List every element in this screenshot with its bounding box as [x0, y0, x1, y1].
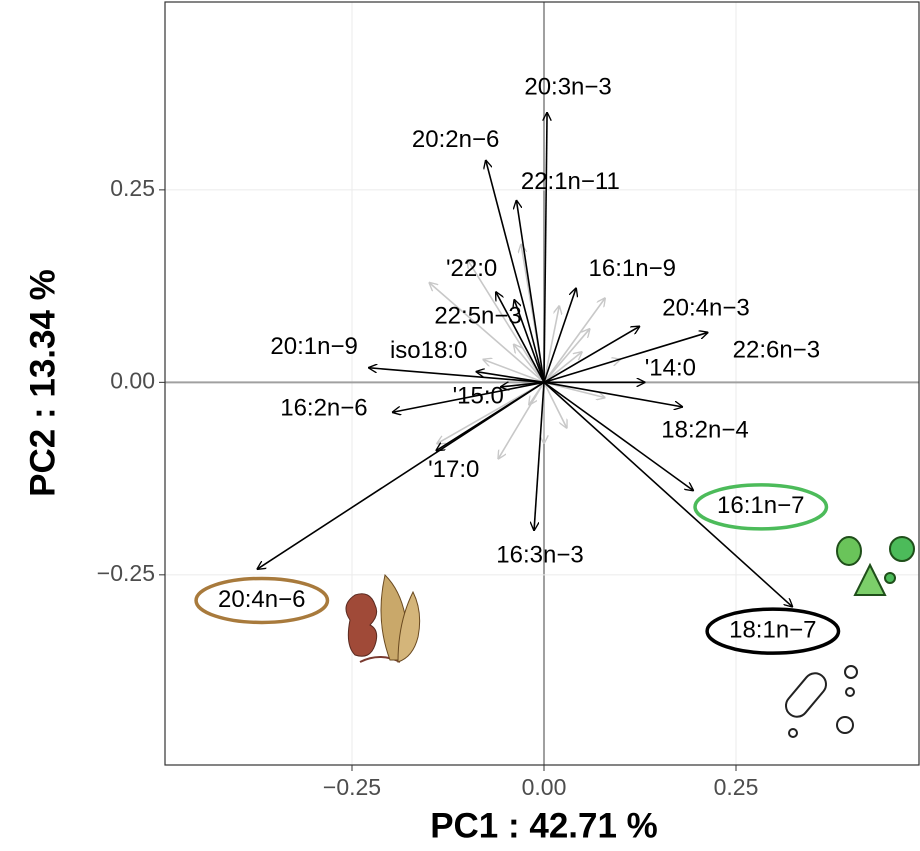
bacteria-icon — [785, 665, 858, 738]
algae-icon — [345, 574, 421, 663]
y-tick-label: −0.25 — [97, 560, 155, 586]
arrows — [257, 112, 793, 607]
loading-arrow — [514, 299, 545, 383]
labels: 20:3n−3 20:2n−6 22:1n−11 '22:0 22:5n−3 16:1n−… — [194, 73, 841, 655]
loading-arrow — [500, 382, 545, 387]
minor-loading-arrow — [436, 381, 545, 444]
loading-label: 20:4n−6 — [218, 586, 305, 613]
loading-label: 22:6n−3 — [733, 337, 820, 364]
loading-arrow — [543, 332, 708, 384]
loading-label: '14:0 — [645, 355, 696, 382]
minor-loading-arrow — [543, 381, 568, 428]
loading-label: 16:3n−3 — [496, 541, 583, 568]
loading-label: '17:0 — [428, 456, 479, 483]
x-axis-title: PC1 : 42.71 % — [430, 806, 658, 845]
loading-label: iso18:0 — [390, 337, 467, 364]
loading-label: 20:1n−9 — [270, 333, 357, 360]
highlight-ellipse — [693, 483, 829, 531]
loading-arrow — [486, 160, 545, 383]
minor-loading-arrow — [543, 305, 559, 383]
loading-arrow — [543, 326, 640, 384]
minor-loading-arrow — [483, 359, 545, 384]
loading-label: 22:1n−11 — [521, 168, 620, 195]
loading-arrow — [496, 291, 545, 383]
loading-label: 20:4n−3 — [662, 294, 749, 321]
x-tick-label: −0.25 — [323, 774, 381, 800]
loading-label: 16:1n−7 — [717, 492, 804, 519]
loading-label: 18:2n−4 — [661, 416, 748, 443]
loading-arrow — [543, 381, 683, 407]
loading-arrow — [544, 112, 547, 383]
loading-label: 20:2n−6 — [412, 126, 499, 153]
loading-label: 22:5n−3 — [434, 303, 521, 330]
loading-arrow — [543, 381, 694, 491]
loading-arrow — [368, 368, 545, 384]
minor-loading-arrow — [543, 328, 590, 383]
minor-loading-arrow — [467, 259, 545, 383]
loading-label: '22:0 — [446, 255, 497, 282]
loading-arrow — [543, 288, 576, 383]
loading-label: 16:2n−6 — [280, 395, 367, 422]
loading-label: 18:1n−7 — [729, 617, 816, 644]
loading-arrow — [516, 200, 545, 383]
loading-label: '15:0 — [453, 382, 504, 409]
minor-loading-arrow — [543, 298, 605, 383]
loading-label: 20:3n−3 — [524, 73, 611, 100]
y-tick-label: 0.00 — [110, 367, 155, 393]
minor-loading-arrow — [543, 352, 582, 383]
diatom-icon — [836, 536, 915, 596]
panel-border — [164, 1, 920, 766]
x-tick-label: 0.00 — [522, 774, 567, 800]
minor-loading-arrow — [429, 282, 545, 383]
loading-arrow — [257, 381, 545, 569]
minor-loading-arrow — [529, 381, 545, 405]
loading-arrow — [543, 381, 793, 607]
highlight-ellipse — [705, 607, 841, 655]
highlight-ellipse — [194, 576, 330, 625]
x-tick-label: 0.25 — [714, 774, 759, 800]
loading-arrow — [476, 372, 545, 384]
loading-label: 16:1n−9 — [589, 255, 676, 282]
minor-loading-arrow — [513, 344, 545, 383]
y-axis-title: PC2 : 13.34 % — [23, 269, 62, 497]
loading-arrow — [534, 382, 545, 531]
y-tick-label: 0.25 — [110, 175, 155, 201]
loading-arrow — [392, 381, 545, 412]
